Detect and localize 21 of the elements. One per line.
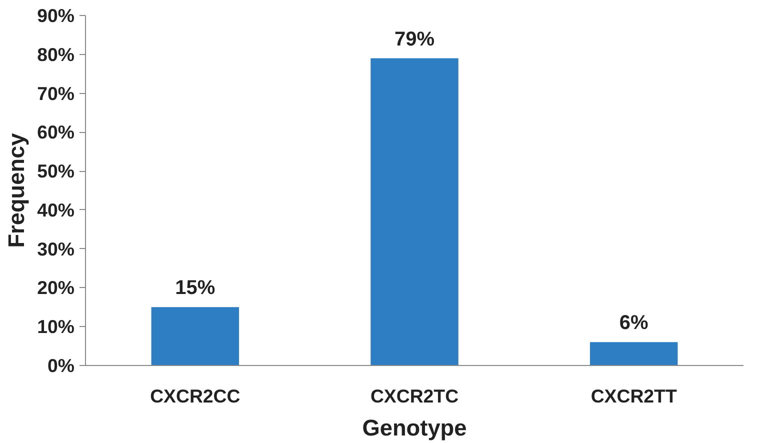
y-tick-label: 10%	[37, 316, 75, 338]
data-label: 79%	[394, 28, 435, 50]
x-tick-label: CXCR2TT	[590, 386, 678, 406]
x-axis-title: Genotype	[362, 414, 467, 440]
bar	[590, 342, 678, 366]
y-tick-label: 80%	[37, 44, 75, 65]
data-label: 15%	[175, 277, 216, 300]
y-tick-label: 20%	[37, 277, 75, 298]
y-tick-label: 70%	[37, 82, 75, 104]
data-label: 6%	[619, 312, 649, 334]
bar	[151, 307, 240, 366]
y-tick-label: 60%	[37, 122, 75, 143]
x-tick-label: CXCR2TC	[370, 386, 459, 406]
y-tick-label: 0%	[48, 355, 75, 376]
y-tick-label: 40%	[37, 199, 75, 220]
y-tick-label: 50%	[37, 160, 75, 182]
y-tick-label: 30%	[37, 238, 75, 260]
y-axis-title: Frequency	[3, 132, 30, 248]
x-tick-label: CXCR2CC	[150, 386, 240, 406]
bar	[370, 58, 458, 366]
y-tick-label: 90%	[37, 5, 75, 26]
